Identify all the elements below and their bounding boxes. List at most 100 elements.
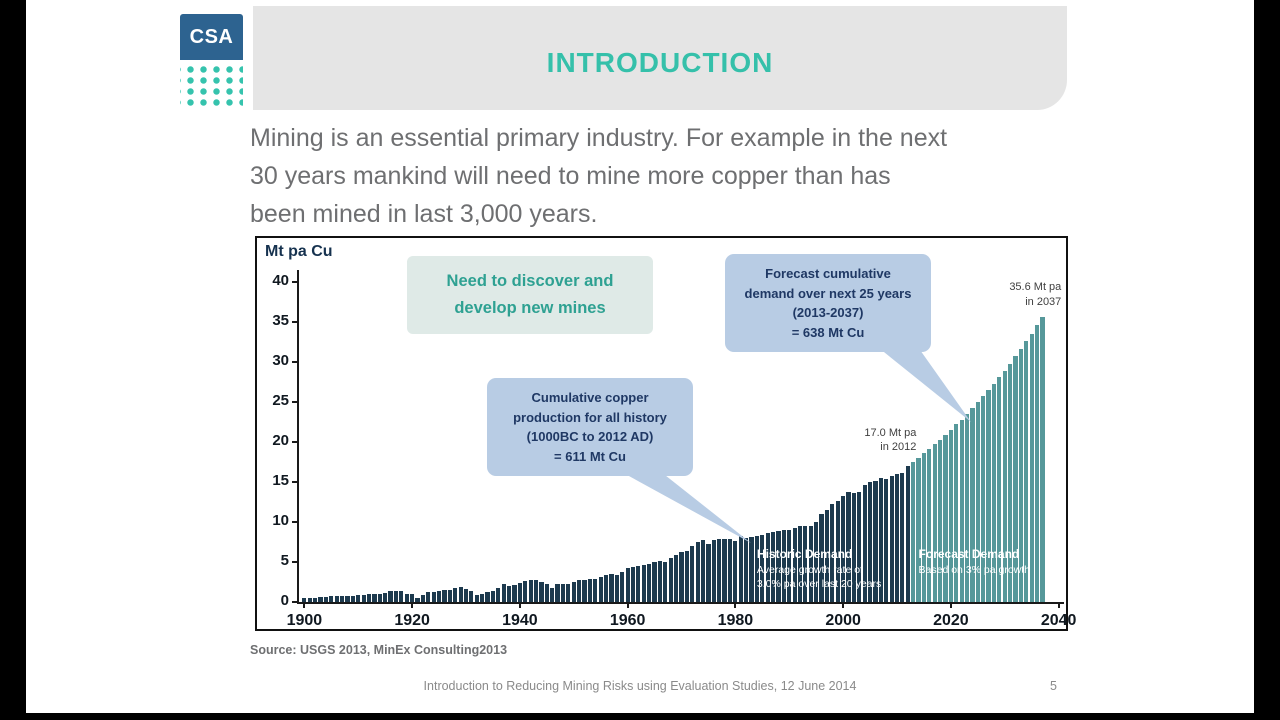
chart-y-axis-title: Mt pa Cu — [265, 243, 333, 260]
bar — [393, 590, 399, 602]
bar — [345, 596, 350, 602]
callout-line: (2013-2037) — [792, 305, 864, 320]
y-tick — [292, 361, 299, 363]
page-number: 5 — [1050, 679, 1057, 693]
bar — [674, 554, 679, 602]
bar — [986, 390, 991, 602]
bar — [560, 583, 566, 602]
x-tick-label: 2000 — [825, 612, 861, 629]
y-tick-label: 20 — [272, 432, 289, 449]
bar — [496, 588, 501, 602]
bar — [523, 581, 528, 602]
bar — [932, 444, 937, 602]
x-tick — [411, 602, 414, 608]
bar — [426, 592, 431, 602]
x-tick — [303, 602, 306, 608]
bar — [841, 496, 846, 602]
callout-line: production for all history — [513, 409, 667, 425]
bar — [302, 598, 307, 602]
header-band: INTRODUCTION — [253, 6, 1067, 110]
bar — [485, 592, 490, 602]
bar — [911, 462, 916, 602]
bar — [313, 597, 318, 602]
bar — [695, 542, 700, 602]
y-tick — [292, 561, 299, 563]
x-tick-label: 1940 — [502, 612, 538, 629]
x-tick-label: 1980 — [717, 612, 754, 629]
bar — [657, 561, 663, 602]
bar — [997, 377, 1002, 602]
bar — [975, 402, 980, 602]
callout-line: develop new mines — [454, 299, 606, 318]
body-line-1: Mining is an essential primary industry.… — [250, 124, 948, 152]
bar — [388, 591, 393, 602]
bar — [458, 586, 463, 602]
bar — [819, 514, 824, 602]
bar — [894, 474, 900, 602]
bar — [706, 543, 711, 602]
bar — [765, 533, 770, 602]
bar — [577, 580, 582, 602]
bar — [830, 504, 835, 602]
bar — [474, 594, 479, 602]
bar — [652, 562, 657, 602]
bar — [636, 566, 641, 602]
bar — [307, 597, 312, 602]
y-tick — [292, 441, 299, 443]
bar — [447, 590, 452, 602]
footer-text: Introduction to Reducing Mining Risks us… — [423, 679, 857, 693]
bar — [889, 475, 894, 602]
body-line-3: been mined in last 3,000 years. — [250, 200, 598, 228]
body-line-2: 30 years mankind will need to mine more … — [250, 162, 891, 190]
csa-logo-dots-icon — [180, 62, 243, 106]
bar — [442, 590, 447, 602]
chart: Mt pa Cu 0 5 10 15 20 25 30 35 40 1900 1920 1940 196… — [255, 236, 1076, 631]
bar — [776, 530, 781, 602]
bar — [943, 434, 948, 602]
bar — [420, 594, 425, 602]
letterbox-left — [0, 0, 26, 720]
x-tick — [518, 602, 521, 608]
series-label: Historic Demand Average growth rate of 3.0… — [756, 546, 882, 590]
y-tick — [292, 281, 299, 283]
bar — [690, 546, 695, 602]
bar — [469, 590, 474, 602]
bar — [539, 582, 544, 602]
bar — [851, 493, 856, 602]
x-tick — [842, 602, 845, 608]
y-tick — [292, 321, 299, 323]
bar — [991, 383, 997, 602]
bar — [517, 582, 522, 602]
bar — [582, 579, 587, 602]
bar — [1034, 325, 1040, 602]
bar — [318, 597, 323, 602]
bar — [383, 593, 388, 602]
y-tick-label: 35 — [272, 312, 289, 329]
y-tick-label: 5 — [280, 552, 289, 569]
bar — [754, 535, 759, 602]
bar — [878, 478, 883, 602]
bar — [404, 594, 409, 602]
letterbox-right — [1254, 0, 1280, 720]
bar — [921, 453, 927, 602]
bar — [824, 510, 830, 602]
bar — [415, 597, 420, 602]
bar — [884, 478, 889, 602]
y-tick-label: 10 — [272, 512, 289, 529]
bar — [760, 534, 765, 602]
bar — [905, 466, 910, 602]
callout-need-new-mines: Need to discover and develop new mines — [407, 256, 653, 335]
bar — [873, 481, 878, 602]
callout-line: = 638 Mt Cu — [791, 324, 865, 340]
callout-line: = 611 Mt Cu — [554, 448, 626, 464]
bar — [1013, 356, 1018, 602]
y-tick — [292, 601, 299, 603]
bar — [867, 482, 873, 602]
y-tick — [292, 521, 299, 523]
x-tick-label: 1920 — [394, 612, 430, 629]
csa-logo: CSA — [180, 14, 243, 106]
bar — [544, 584, 549, 602]
bar — [377, 594, 382, 602]
bar — [679, 551, 684, 602]
bar — [587, 578, 592, 602]
